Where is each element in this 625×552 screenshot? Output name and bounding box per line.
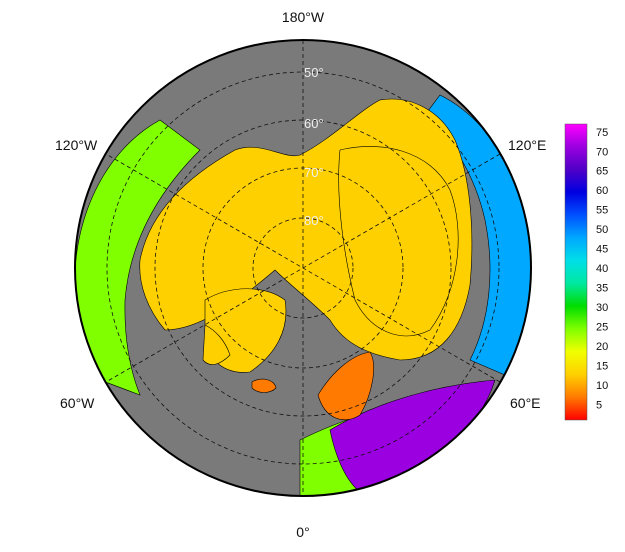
lon-label-lower-left: 60°W (60, 395, 95, 411)
colorbar-tick-label: 65 (596, 166, 608, 178)
colorbar-ticks: 75 70 65 60 55 50 45 40 35 30 25 20 15 10 5 (596, 127, 608, 412)
meridian-120e-60w (105, 153, 501, 383)
map-rim (74, 39, 532, 497)
colorbar-tick-label: 5 (596, 399, 602, 411)
lat-label-60: 60° (304, 116, 324, 131)
colorbar-tick-label: 60 (596, 185, 608, 197)
colorbar-gradient (564, 123, 588, 421)
colorbar-tick-label: 35 (596, 283, 608, 295)
region-siberia (338, 146, 459, 337)
region-iceland (251, 378, 277, 393)
lon-label-lower-right: 60°E (510, 395, 541, 411)
lon-label-upper-right: 120°E (508, 137, 546, 153)
region-scandinavia (317, 351, 374, 421)
colorbar-tick-label: 30 (596, 302, 608, 314)
colorbar-tick-label: 25 (596, 322, 608, 334)
lat-label-70: 70° (304, 165, 324, 180)
colorbar-tick-label: 75 (596, 127, 608, 139)
lat-circle-50 (106, 71, 500, 465)
colorbar-tick-label: 55 (596, 205, 608, 217)
colorbar-tick-label: 40 (596, 263, 608, 275)
lat-label-50: 50° (304, 65, 324, 80)
colorbar-tick-label: 45 (596, 244, 608, 256)
lon-label-bottom: 0° (296, 524, 309, 540)
colorbar-tick-label: 15 (596, 361, 608, 373)
lat-circle-80 (252, 217, 354, 319)
colorbar-tick-label: 70 (596, 146, 608, 158)
lon-label-top: 180°W (282, 9, 325, 25)
colorbar-tick-label: 20 (596, 341, 608, 353)
colorbar: 75 70 65 60 55 50 45 40 35 30 25 20 15 10 5 (564, 123, 608, 421)
region-greenland-west-coast (202, 324, 231, 365)
lat-circle-60 (154, 119, 452, 417)
lon-label-upper-left: 120°W (55, 137, 98, 153)
lat-label-80: 80° (304, 213, 324, 228)
colorbar-tick-label: 50 (596, 224, 608, 236)
map-content (75, 40, 531, 496)
graticule (105, 40, 501, 496)
colorbar-tick-label: 10 (596, 380, 608, 392)
